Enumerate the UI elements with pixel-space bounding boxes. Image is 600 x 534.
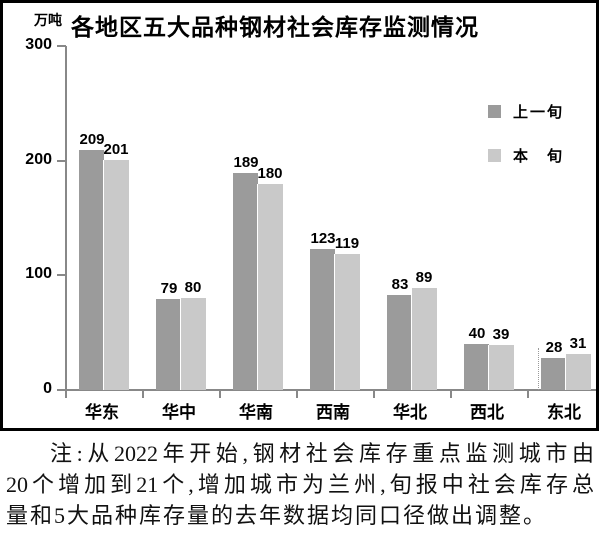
bar-value-label: 180 — [257, 164, 283, 182]
x-axis-category-label: 东北 — [547, 403, 581, 422]
bar-value-label: 79 — [160, 280, 178, 298]
bar-previous-period — [79, 150, 104, 390]
bar-current-period — [334, 253, 360, 390]
bar-value-label: 201 — [103, 140, 129, 158]
legend-label-current-period: 本 旬 — [513, 148, 565, 165]
y-axis-tick — [57, 159, 66, 162]
x-axis-tick — [449, 391, 452, 398]
footnote-line: 注:从2022年开始,钢材社会库存重点监测城市由 — [50, 441, 594, 466]
y-axis-line — [65, 46, 67, 390]
x-axis-tick — [526, 391, 529, 398]
bar-current-period — [565, 354, 591, 390]
x-axis-category-label: 西南 — [316, 403, 350, 422]
y-axis-tick — [57, 274, 66, 277]
bar-previous-period — [464, 344, 489, 390]
chart-border — [0, 0, 599, 431]
bar-previous-period — [156, 299, 181, 390]
x-axis-tick — [372, 391, 375, 398]
y-axis-tick-label: 300 — [25, 36, 52, 53]
x-axis-category-label: 华中 — [162, 403, 196, 422]
bar-value-label: 89 — [415, 268, 433, 286]
bar-current-period — [103, 159, 129, 390]
legend: 上一旬 本 旬 — [488, 101, 564, 189]
footnote: 注:从2022年开始,钢材社会库存重点监测城市由 20个增加到21个,增加城市为… — [6, 438, 594, 531]
bar-value-label: 80 — [184, 279, 202, 297]
y-axis-tick-label: 100 — [25, 265, 52, 283]
bar-value-label: 83 — [391, 275, 409, 293]
y-axis-tick — [57, 389, 66, 391]
x-axis-tick — [64, 391, 67, 398]
x-axis-line — [65, 389, 596, 391]
bar-value-label: 39 — [492, 326, 510, 344]
bar-value-label: 119 — [334, 234, 360, 252]
y-axis-tick — [57, 45, 66, 47]
y-axis-tick-label: 200 — [25, 150, 52, 168]
bar-value-label: 189 — [233, 154, 259, 172]
bar-current-period — [180, 298, 206, 390]
bar-current-period — [488, 345, 514, 390]
x-axis-category-label: 华南 — [239, 403, 273, 422]
bar-current-period — [257, 183, 283, 390]
x-axis-tick — [218, 391, 221, 398]
dotted-dropline — [538, 348, 539, 390]
bar-value-label: 40 — [468, 325, 486, 343]
x-axis-category-label: 西北 — [470, 403, 504, 422]
footnote-line: 量和5大品种库存量的去年数据均同口径做出调整。 — [6, 503, 548, 528]
x-axis-category-label: 华北 — [393, 403, 427, 422]
y-axis-unit-label: 万吨 — [34, 12, 62, 28]
legend-item-previous-period: 上一旬 — [488, 101, 564, 122]
y-axis-tick-label: 0 — [43, 380, 52, 397]
bar-previous-period — [387, 294, 412, 390]
legend-swatch-current-period — [488, 149, 501, 162]
chart-title: 各地区五大品种钢材社会库存监测情况 — [71, 14, 479, 40]
bar-value-label: 209 — [79, 131, 105, 149]
bar-previous-period — [310, 248, 335, 390]
legend-swatch-previous-period — [488, 105, 501, 118]
legend-item-current-period: 本 旬 — [488, 145, 564, 166]
x-axis-tick — [295, 391, 298, 398]
footnote-line: 20个增加到21个,增加城市为兰州,旬报中社会库存总 — [6, 472, 594, 497]
bar-value-label: 31 — [569, 335, 587, 353]
bar-current-period — [411, 287, 437, 390]
x-axis-tick — [141, 391, 144, 398]
bar-value-label: 28 — [545, 338, 563, 356]
bar-previous-period — [541, 357, 566, 390]
bar-previous-period — [233, 173, 258, 390]
bar-value-label: 123 — [310, 229, 336, 247]
x-axis-category-label: 华东 — [85, 403, 119, 422]
legend-label-previous-period: 上一旬 — [513, 104, 565, 121]
